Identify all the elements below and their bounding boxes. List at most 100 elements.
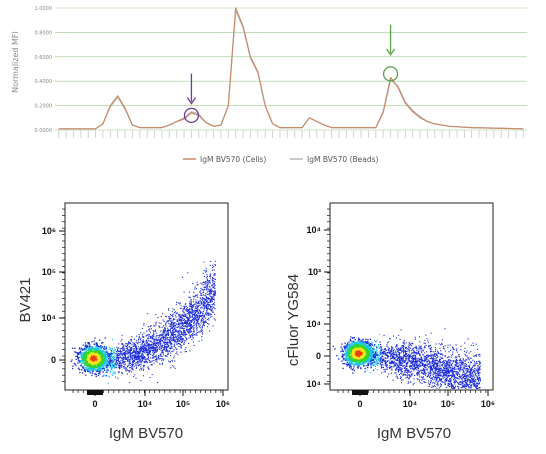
scatter-event-dot xyxy=(152,349,154,351)
scatter-event-dot xyxy=(99,346,101,348)
scatter-event-dot xyxy=(193,330,195,332)
scatter-event-dot xyxy=(214,313,216,315)
scatter-event-dot xyxy=(399,368,401,370)
scatter-event-dot xyxy=(169,337,171,339)
scatter-event-dot xyxy=(109,363,111,365)
scatter-event-dot xyxy=(173,349,175,351)
scatter-event-dot xyxy=(370,354,372,356)
scatter-event-dot xyxy=(142,358,144,360)
scatter-event-dot xyxy=(104,359,107,361)
scatter-event-dot xyxy=(103,356,105,358)
scatter-event-dot xyxy=(400,379,402,381)
scatter-event-dot xyxy=(169,323,171,325)
scatter-event-dot xyxy=(479,372,481,374)
scatter-event-dot xyxy=(187,322,189,324)
scatter-event-dot xyxy=(83,356,85,359)
scatter-event-dot xyxy=(436,359,438,361)
scatter-event-dot xyxy=(465,363,467,365)
scatter-event-dot xyxy=(142,336,144,338)
scatter-event-dot xyxy=(417,372,419,374)
scatter-event-dot xyxy=(411,366,413,368)
scatter-event-dot xyxy=(183,325,185,327)
scatter-event-dot xyxy=(133,360,135,362)
scatter-event-dot xyxy=(171,320,173,322)
spectrum-series-line xyxy=(58,9,524,130)
scatter-event-dot xyxy=(188,322,190,324)
spectrum-x-ticks xyxy=(58,130,524,138)
scatter-event-dot xyxy=(141,327,143,329)
scatter-event-dot xyxy=(177,323,179,325)
scatter-event-dot xyxy=(197,318,199,320)
scatter-event-dot xyxy=(113,357,115,359)
scatter-event-dot xyxy=(398,361,400,363)
scatter-event-dot xyxy=(427,342,429,344)
scatter-event-dot xyxy=(452,351,454,353)
scatter-event-dot xyxy=(195,334,197,336)
scatter-event-dot xyxy=(173,326,175,328)
scatter-event-dot xyxy=(164,345,166,347)
scatter-event-dot xyxy=(172,335,174,337)
scatter-event-dot xyxy=(200,307,202,309)
scatter-event-dot xyxy=(195,318,197,320)
scatter-event-dot xyxy=(87,360,89,363)
scatter-event-dot xyxy=(168,342,170,344)
scatter-event-dot xyxy=(173,345,175,347)
scatter-event-dot xyxy=(159,327,161,329)
scatter-event-dot xyxy=(150,328,152,330)
scatter-event-dot xyxy=(168,308,170,310)
scatter-event-dot xyxy=(76,352,79,354)
scatter-event-dot xyxy=(393,358,395,360)
scatter-event-dot xyxy=(190,316,192,318)
scatter-event-dot xyxy=(423,355,425,357)
scatter-event-dot xyxy=(92,349,95,351)
scatter-event-dot xyxy=(84,353,86,355)
scatter-event-dot xyxy=(132,352,134,354)
scatter-event-dot xyxy=(165,349,167,351)
scatter-event-dot xyxy=(435,359,437,361)
scatter-event-dot xyxy=(96,357,98,359)
scatter-event-dot xyxy=(133,348,135,350)
scatter-event-dot xyxy=(209,277,211,279)
scatter-event-dot xyxy=(208,285,210,287)
scatter-event-dot xyxy=(160,348,162,350)
scatter-event-dot xyxy=(142,345,144,347)
scatter-event-dot xyxy=(137,339,139,341)
scatter-event-dot xyxy=(463,386,465,388)
scatter-event-dot xyxy=(459,377,461,379)
scatter-event-dot xyxy=(150,360,152,362)
scatter-event-dot xyxy=(148,343,150,345)
scatter-event-dot xyxy=(147,349,149,351)
scatter-event-dot xyxy=(163,344,165,346)
scatter-event-dot xyxy=(124,353,126,355)
scatter-event-dot xyxy=(200,301,202,303)
scatter-event-dot xyxy=(153,353,155,355)
scatter-event-dot xyxy=(203,261,205,263)
scatter-event-dot xyxy=(125,343,127,345)
scatter-event-dot xyxy=(92,359,94,361)
scatter-event-dot xyxy=(386,368,388,370)
scatter-event-dot xyxy=(190,336,192,338)
scatter-event-dot xyxy=(103,374,105,376)
scatter-event-dot xyxy=(158,325,160,327)
scatter-event-dot xyxy=(450,363,452,365)
scatter-event-dot xyxy=(154,325,156,327)
scatter-event-dot xyxy=(197,315,199,317)
scatter-event-dot xyxy=(138,353,140,355)
scatter-event-dot xyxy=(102,359,104,361)
scatter-event-dot xyxy=(204,321,206,323)
scatter-event-dot xyxy=(420,357,422,359)
scatter-event-dot xyxy=(90,352,93,354)
scatter-event-dot xyxy=(152,350,154,352)
scatter-event-dot xyxy=(165,333,167,335)
scatter-event-dot xyxy=(197,296,199,298)
scatter-event-dot xyxy=(126,359,128,361)
scatter-event-dot xyxy=(166,334,168,336)
scatter-event-dot xyxy=(147,345,149,347)
scatter-event-dot xyxy=(423,376,425,378)
scatter-event-dot xyxy=(158,354,160,356)
scatter-event-dot xyxy=(130,343,132,345)
scatter-event-dot xyxy=(108,361,110,363)
scatter-event-dot xyxy=(84,345,86,347)
scatter-event-dot xyxy=(147,344,149,346)
scatter-event-dot xyxy=(172,339,174,341)
